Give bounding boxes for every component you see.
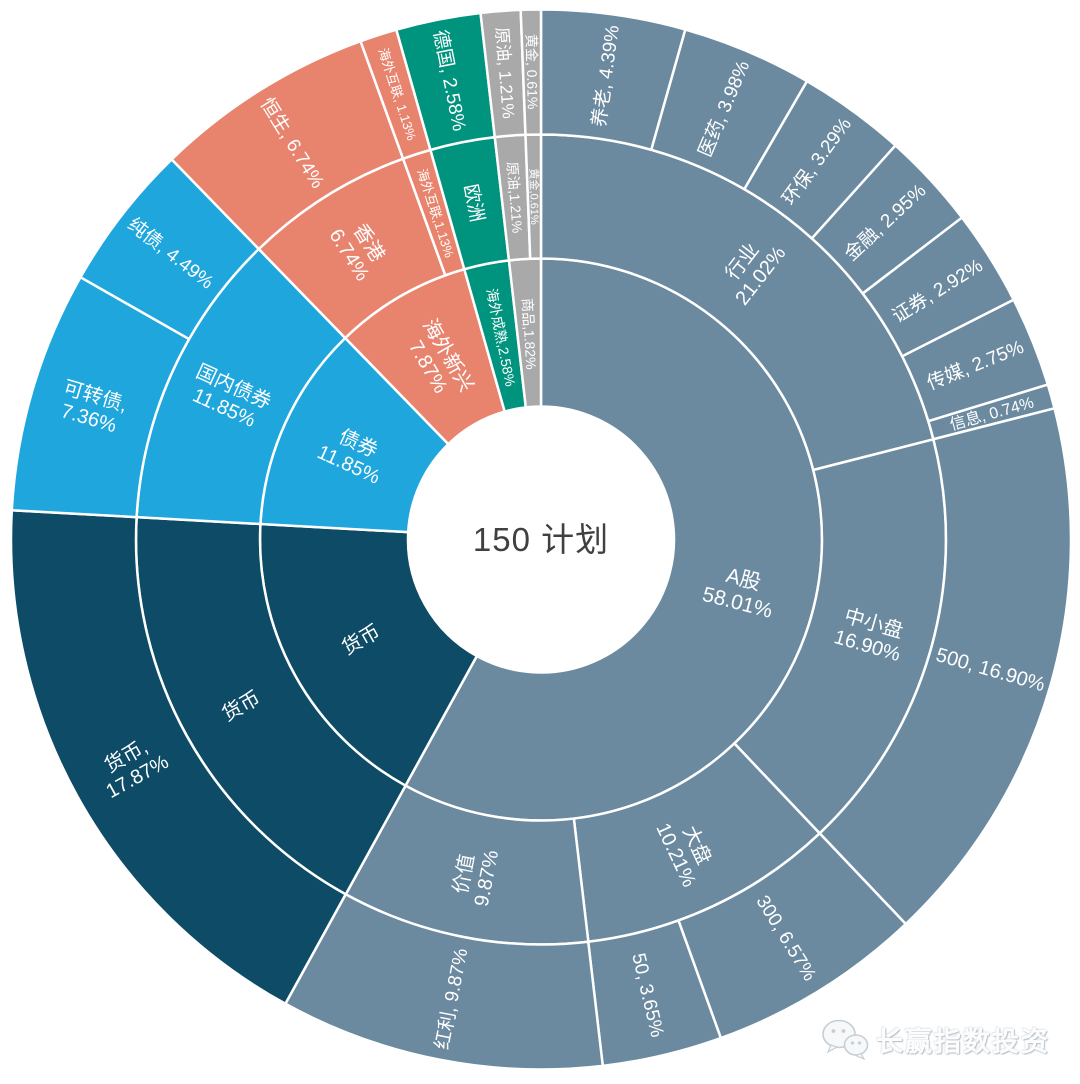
segment-l3-黄金 <box>519 8 543 137</box>
wechat-icon <box>822 1019 869 1060</box>
watermark-label: 长赢指数投资 <box>876 1026 1050 1057</box>
center-label: 150 计划 <box>473 521 609 558</box>
watermark: 长赢指数投资 <box>821 1018 1050 1060</box>
